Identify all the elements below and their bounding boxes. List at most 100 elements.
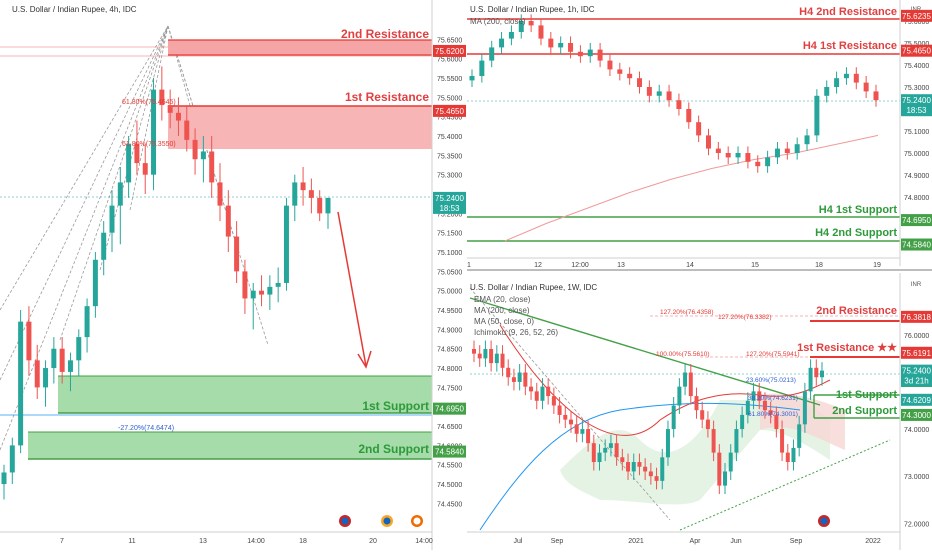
w1-candle: [688, 364, 693, 405]
h1-price-tick: 74.8000: [904, 195, 929, 202]
w1-2nd-support-label: 2nd Support: [832, 405, 897, 417]
h4-candle: [92, 252, 98, 318]
h1-time-axis: 1 12 12:00 13 14 15 18 19: [467, 257, 900, 269]
h1-candle: [804, 128, 810, 151]
h4-price-tick: 75.6500: [437, 37, 462, 44]
w1-candle: [705, 411, 710, 438]
h4-candle: [209, 136, 215, 198]
h4-price-tick: 75.4500: [437, 115, 462, 122]
h4-price-tick: 75.6000: [437, 57, 462, 64]
svg-text:75.4650: 75.4650: [435, 107, 464, 116]
h1-candle: [696, 115, 702, 142]
h4-candle: [267, 275, 273, 311]
h4-candle: [26, 306, 32, 376]
h4-fib-label: -27.20%(74.6474): [118, 425, 174, 432]
h4-candle: [134, 120, 140, 175]
h4-price-tick: 75.1500: [437, 231, 462, 238]
h1-level-price-tag: 74.5840: [901, 238, 932, 251]
h1-price-tick: 75.1000: [904, 129, 929, 136]
h4-candle: [167, 89, 173, 129]
w1-panel: U.S. Dollar / Indian Rupee, 1W, IDC EMA …: [467, 273, 900, 550]
w1-time-axis: Jul Sep 2021 Apr Jun Sep 2022: [467, 531, 900, 545]
w1-candle: [637, 453, 642, 476]
h1-2nd-resistance-label: H4 2nd Resistance: [799, 6, 897, 18]
w1-fib-label: 127.20%(76.3382): [718, 314, 772, 321]
h1-indicator-label: MA (200, close): [470, 17, 526, 26]
w1-candles: [472, 340, 824, 495]
h1-candle: [755, 155, 761, 173]
w1-candle: [500, 345, 505, 377]
h1-price-tick: 75.5000: [904, 41, 929, 48]
h1-candle: [863, 76, 869, 98]
w1-candle: [671, 397, 676, 438]
w1-candle: [523, 364, 528, 396]
w1-candle: [751, 382, 756, 410]
h4-level-price-tag: 75.6200: [433, 44, 466, 57]
h4-candle: [151, 78, 157, 191]
w1-2nd-resistance-label: 2nd Resistance: [816, 305, 897, 317]
h4-candle: [67, 352, 73, 392]
svg-text:75.2400: 75.2400: [902, 96, 931, 105]
h1-price-axis: INR 75.600075.500075.400075.300075.20007…: [899, 0, 932, 266]
w1-candle: [808, 359, 813, 400]
w1-indicator-label: MA (200, close): [474, 306, 530, 315]
h1-title: U.S. Dollar / Indian Rupee, 1h, IDC: [470, 5, 595, 14]
svg-text:18:53: 18:53: [439, 204, 460, 213]
svg-text:75.6200: 75.6200: [435, 47, 464, 56]
h4-time-tick: 14:00: [247, 538, 265, 545]
h1-time-tick: 1: [467, 262, 471, 269]
h4-price-tick: 74.9000: [437, 327, 462, 334]
svg-text:3d 21h: 3d 21h: [904, 377, 928, 386]
h1-price-tick: 75.4000: [904, 63, 929, 70]
h4-level-price-tag: 74.6950: [433, 402, 466, 415]
w1-time-tick: Apr: [690, 538, 702, 545]
h4-price-tick: 74.5500: [437, 463, 462, 470]
w1-level-price-tag: 75.6191: [901, 346, 932, 359]
h4-candle: [317, 190, 323, 222]
h4-candle: [275, 267, 281, 303]
h4-candle: [283, 197, 289, 291]
w1-candle: [820, 362, 824, 386]
w1-ma50-line: [479, 402, 801, 531]
h1-candle: [873, 84, 879, 107]
h4-level-price-tag: 74.5840: [433, 445, 466, 458]
w1-candle: [780, 420, 785, 462]
w1-candle: [574, 415, 579, 443]
h4-candle: [192, 128, 198, 175]
w1-candle: [506, 359, 511, 386]
h1-candle: [676, 93, 682, 116]
w1-level-price-tag: 74.3000: [901, 408, 932, 421]
w1-event-flag-icon: [818, 515, 830, 527]
w1-candle: [745, 392, 750, 424]
h4-candle: [1, 464, 7, 500]
h4-level-price-tag: 75.4650: [433, 104, 466, 117]
h1-candle: [735, 146, 741, 164]
h4-price-tick: 75.5000: [437, 95, 462, 102]
h4-panel: U.S. Dollar / Indian Rupee, 4h, IDC 2nd …: [0, 0, 432, 550]
w1-candle: [614, 434, 619, 466]
h4-time-axis: 7 11 13 14:00 18 20 14:00: [0, 531, 433, 545]
h4-price-tick: 75.4000: [437, 134, 462, 141]
h4-candle: [126, 136, 132, 198]
h1-candle: [745, 146, 751, 169]
w1-candle: [643, 458, 648, 480]
h1-price-tick: 74.9000: [904, 173, 929, 180]
h4-1st-resistance-label: 1st Resistance: [345, 90, 429, 104]
h4-candle: [159, 66, 165, 121]
h4-candle: [59, 337, 65, 384]
svg-text:74.6209: 74.6209: [902, 396, 931, 405]
h4-price-tick: 74.6500: [437, 424, 462, 431]
h1-candle: [656, 84, 662, 103]
w1-candle: [768, 401, 773, 424]
w1-1st-support-label: 1st Support: [836, 389, 897, 401]
h1-candle: [587, 43, 593, 63]
h1-candle: [725, 146, 731, 164]
h4-1st-support-label: 1st Support: [362, 399, 429, 413]
w1-price-axis: INR 76.000075.000074.000073.000072.00007…: [899, 273, 932, 550]
w1-candle: [717, 444, 722, 495]
w1-candle: [660, 448, 665, 490]
h1-candle: [499, 32, 505, 54]
w1-candle: [797, 415, 802, 457]
